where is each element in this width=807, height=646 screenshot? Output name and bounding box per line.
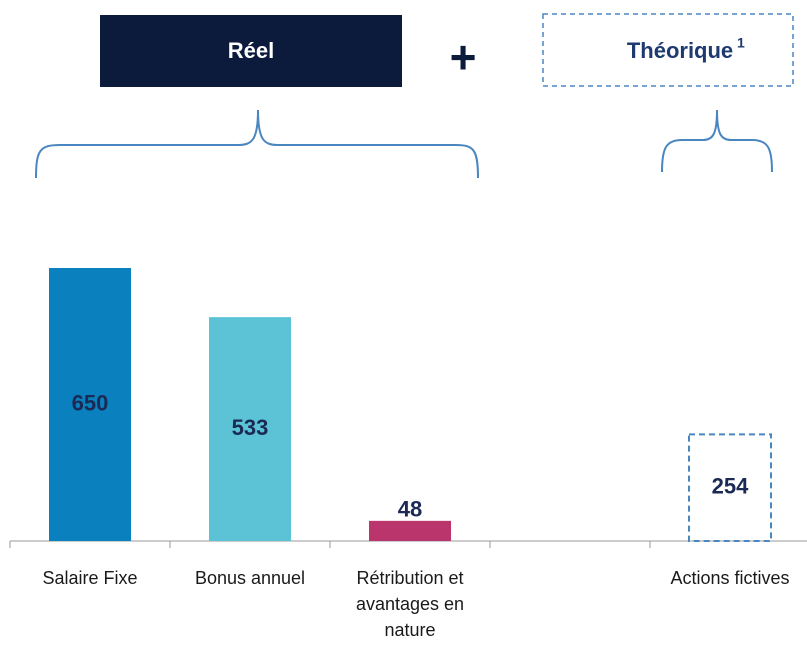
bar xyxy=(369,520,451,541)
value-label: 254 xyxy=(712,473,749,498)
theoretical-label: Théorique xyxy=(627,38,733,63)
bar xyxy=(49,268,131,541)
theoretical-box xyxy=(542,13,794,87)
value-label: 533 xyxy=(232,415,269,440)
plus-sign: + xyxy=(450,31,477,83)
value-label: 650 xyxy=(72,390,109,415)
value-label: 48 xyxy=(398,497,422,522)
bar xyxy=(688,433,772,543)
real-box xyxy=(100,15,402,87)
brace-real xyxy=(35,109,479,179)
x-tick-label: Actions fictives xyxy=(670,568,790,588)
x-tick-label: Bonus annuel xyxy=(194,568,306,588)
x-tick-label: Rétribution et avantages en nature xyxy=(355,568,465,640)
bar xyxy=(209,317,291,541)
x-tick-label: Salaire Fixe xyxy=(42,568,138,588)
brace-theoretical xyxy=(661,109,773,173)
real-label: Réel xyxy=(228,38,274,63)
footnote-mark: 1 xyxy=(737,35,745,51)
